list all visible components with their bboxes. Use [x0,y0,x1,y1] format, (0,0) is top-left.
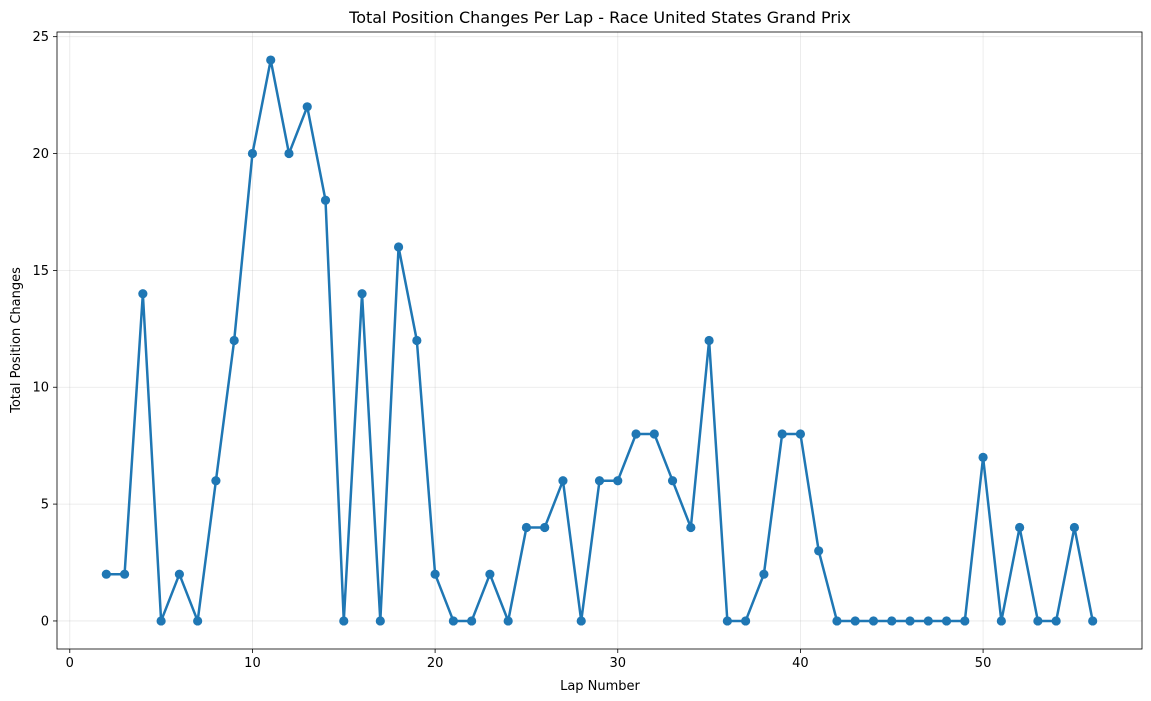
data-point [357,289,367,299]
data-point [594,476,605,486]
data-point [631,429,641,439]
data-point [467,616,477,626]
data-point [777,429,787,439]
tick-layer: 0 10 20 30 40 50 0 5 10 15 20 25 [32,30,991,671]
data-point [430,569,440,579]
data-point [850,616,860,626]
plot-frame [56,31,1143,650]
data-point [795,429,806,439]
data-point [138,289,148,299]
data-point [320,195,331,205]
data-point [887,616,897,626]
data-point [960,616,970,626]
data-point [448,616,458,626]
data-point [941,616,952,626]
data-point [722,616,732,626]
data-point [759,569,769,579]
data-point [485,569,495,579]
y-axis-label: Total Position Changes [9,267,24,414]
data-point [832,616,842,626]
y-tick-label: 10 [32,381,49,396]
grid-layer [57,32,1142,649]
data-point [814,546,824,556]
data-point [375,616,385,626]
data-point [923,616,933,626]
y-tick-label: 20 [32,147,49,162]
data-point [211,476,221,486]
data-point [247,148,258,159]
data-point [613,476,623,486]
data-point [649,429,659,439]
x-tick-label: 20 [427,656,444,671]
data-point [521,522,532,533]
data-point [1033,616,1043,626]
data-point [1051,616,1061,626]
data-point [576,616,586,626]
data-point [339,616,349,626]
data-point [741,616,751,626]
data-point [558,476,568,486]
data-point [868,616,879,626]
y-tick-label: 25 [32,30,49,45]
x-axis-label: Lap Number [560,679,640,694]
data-point [193,616,203,626]
data-point [302,102,312,112]
x-tick-label: 50 [975,656,992,671]
data-point [266,55,276,65]
data-point [978,452,988,462]
data-point [540,522,550,533]
data-point [393,242,404,252]
data-point [1015,522,1025,533]
data-point [1088,616,1098,626]
data-point [704,335,714,346]
data-point [156,616,166,626]
chart-title: Total Position Changes Per Lap - Race Un… [348,8,851,27]
data-point [996,616,1006,626]
series-line [106,58,1094,623]
x-tick-label: 10 [244,656,261,671]
x-tick-label: 30 [609,656,626,671]
y-tick-label: 15 [32,264,49,279]
data-point [1069,522,1080,533]
data-point [503,616,513,626]
y-tick-label: 0 [41,614,49,629]
data-point [412,335,422,346]
series-layer [101,55,1098,626]
data-point [905,616,915,626]
data-point [174,569,184,579]
data-point [667,476,678,486]
data-point [686,522,696,533]
data-point [284,148,294,159]
x-tick-label: 40 [792,656,809,671]
data-point [101,569,111,579]
y-tick-label: 5 [41,498,49,513]
data-point [119,569,130,579]
x-tick-label: 0 [66,656,74,671]
data-point [229,335,239,346]
